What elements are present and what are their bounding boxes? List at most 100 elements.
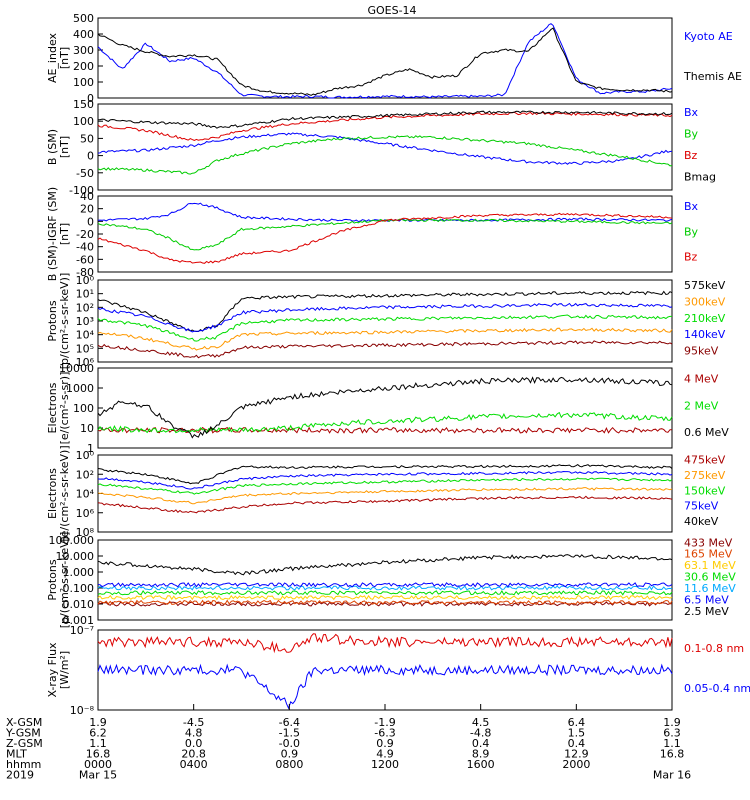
y-tick-label: 500	[73, 12, 94, 25]
y-tick-label: 100.000	[49, 534, 95, 547]
series-line-575keV	[97, 290, 673, 332]
axis-table-value: 4.5	[472, 716, 490, 729]
panel-frame	[97, 103, 673, 191]
series-line-Bx	[97, 132, 673, 165]
y-tick-label: 10000	[59, 362, 94, 375]
y-tick-label: 10⁸	[76, 526, 95, 539]
series-line-Bx	[97, 202, 673, 223]
legend-entry: 63.1 MeV	[684, 559, 736, 572]
legend-entry: 2 MeV	[684, 399, 719, 412]
y-axis-label: [nT]	[58, 47, 71, 69]
axis-table-value: Mar 16	[653, 769, 691, 782]
y-tick-label: 10²	[76, 468, 94, 481]
y-axis-label: [nT]	[58, 136, 71, 158]
panel-1: 0 100 200 300 400 500 AE_index [nT] Kyoto AE Them…	[46, 12, 742, 105]
y-tick-label: 1	[87, 442, 94, 455]
legend-entry: Bx	[684, 106, 699, 119]
series-line-6-5-MeV	[97, 582, 673, 588]
legend-entry: 275keV	[684, 469, 726, 482]
series-line-0-05-0-4-nm	[97, 663, 673, 710]
series-line-210keV	[97, 314, 672, 342]
legend-entry: Themis AE	[683, 70, 742, 83]
y-tick-label: 0	[87, 215, 94, 228]
legend-entry: 433 MeV	[684, 536, 733, 549]
y-tick-label: 0	[87, 150, 94, 163]
axis-table-value: -4.8	[470, 727, 491, 740]
legend-entry: By	[684, 225, 699, 238]
series-line-433-MeV	[97, 601, 673, 607]
legend-entry: Bz	[684, 251, 698, 264]
y-axis-label: [e/(cm²-s-sr)]	[58, 372, 71, 445]
panel-frame	[97, 629, 673, 711]
axis-table-value: 4.9	[376, 748, 394, 761]
y-axis-label: [e/(cm²-s-sr-keV)]	[58, 445, 71, 541]
y-axis-label: [nT]	[58, 223, 71, 245]
y-tick-label: 100	[73, 76, 94, 89]
axis-table-value: 0.0	[185, 737, 203, 750]
series-line-Bz	[97, 212, 673, 264]
y-tick-label: 40	[80, 190, 94, 203]
y-axis-label: B (SM)-IGRF (SM)	[46, 187, 59, 281]
y-tick-label: 1.000	[63, 566, 95, 579]
series-line-275keV	[97, 487, 673, 505]
y-tick-label: -80	[76, 266, 94, 279]
legend-entry: 2.5 MeV	[684, 605, 729, 618]
axis-table-label: X-GSM	[6, 716, 42, 729]
legend-entry: 140keV	[684, 328, 726, 341]
y-tick-label: 300	[73, 44, 94, 57]
axis-table-value: 20.8	[181, 748, 206, 761]
legend-entry: 150keV	[684, 484, 726, 497]
legend-entry: Bx	[684, 200, 699, 213]
axis-table-label: MLT	[6, 748, 27, 761]
y-tick-label: 10⁴	[76, 329, 95, 342]
axis-table-value: 0.9	[376, 737, 394, 750]
axis-table-value: -6.4	[279, 716, 300, 729]
axis-table-value: 6.4	[568, 716, 586, 729]
axis-table-value: 1600	[467, 758, 495, 771]
legend-entry: 165 MeV	[684, 548, 733, 561]
axis-table-label: 2019	[6, 769, 34, 782]
legend-entry: Kyoto AE	[684, 30, 733, 43]
y-tick-label: 0.100	[63, 582, 95, 595]
panel-frame	[97, 17, 673, 99]
series-line-2-MeV	[97, 411, 673, 434]
series-line-75keV	[97, 470, 673, 490]
axis-table-value: 1.9	[663, 716, 681, 729]
series-line-Bz	[97, 111, 673, 141]
y-tick-label: 20	[80, 203, 94, 216]
legend-entry: 6.5 MeV	[684, 593, 729, 606]
y-axis-label: [p/(cm²-s-sr-keV)]	[58, 532, 71, 629]
panel-frame	[97, 367, 673, 449]
y-tick-label: -100	[69, 184, 94, 197]
axis-table-label: hhmm	[6, 758, 41, 771]
axis-table-value: -6.3	[374, 727, 395, 740]
series-line-0-1-0-8-nm	[97, 633, 673, 654]
axis-table-value: 1200	[371, 758, 399, 771]
y-tick-label: 10.000	[56, 550, 95, 563]
axis-table-value: 1.1	[89, 737, 107, 750]
panel-2: 150 100 50 0 -50 -100 B (SM) [nT] Bx By Bz Bmag	[46, 98, 716, 197]
axis-table-value: -0.0	[279, 737, 300, 750]
y-tick-label: 10⁰	[76, 274, 95, 287]
legend-entry: 95keV	[684, 345, 719, 358]
series-line-By	[97, 135, 673, 175]
panel-8: 10⁻⁷ 10⁻⁸ X-ray Flux [W/m²] 0.1-0.8 nm 0.05-0…	[46, 624, 750, 717]
plot-title: GOES-14	[367, 4, 416, 17]
axis-table-value: 6.3	[663, 727, 681, 740]
legend-entry: 40keV	[684, 515, 719, 528]
axis-table-label: Z-GSM	[6, 737, 43, 750]
axis-table-value: 2000	[562, 758, 590, 771]
series-line-300keV	[97, 327, 673, 351]
series-line-165-MeV	[97, 599, 673, 606]
y-axis-label: X-ray Flux	[46, 642, 59, 698]
y-axis-label: [W/m²]	[58, 651, 71, 689]
y-tick-label: 150	[73, 98, 94, 111]
axis-table-value: 0000	[84, 758, 112, 771]
y-tick-label: -50	[76, 167, 94, 180]
series-line-0-6-MeV	[97, 376, 673, 439]
axis-table-value: 8.9	[472, 748, 490, 761]
y-tick-label: -40	[76, 241, 94, 254]
series-line-By	[97, 218, 673, 251]
axis-table-value: 1.9	[89, 716, 107, 729]
series-line-150keV	[97, 477, 673, 495]
